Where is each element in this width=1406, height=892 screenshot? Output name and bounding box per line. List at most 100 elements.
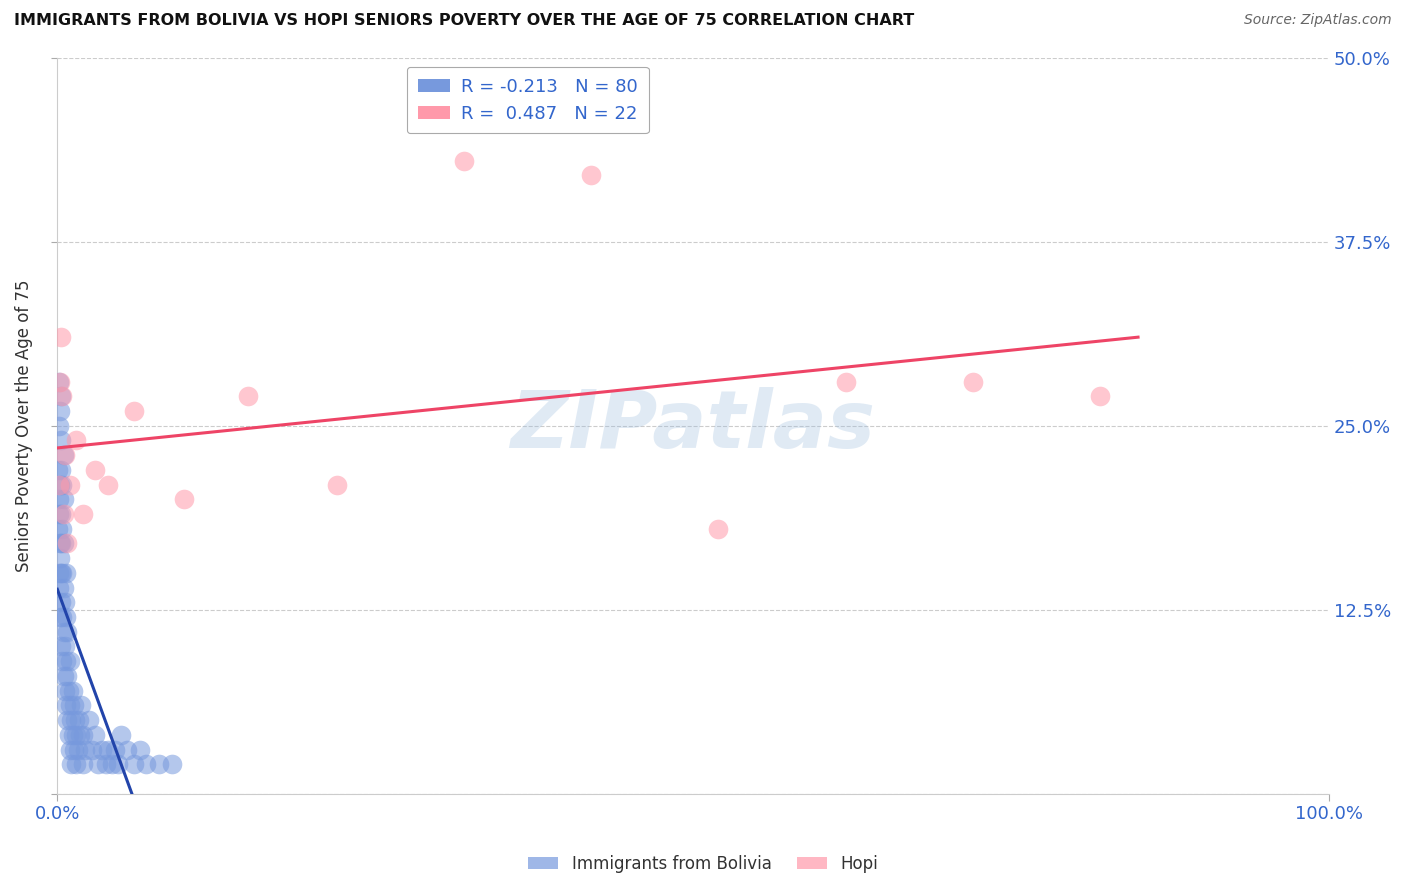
Point (66, 742, 89, 756)
Point (49, 566, 72, 580)
Point (62, 728, 84, 742)
Point (49, 404, 72, 418)
Point (707, 522, 730, 536)
Point (75, 742, 97, 756)
Point (49, 375, 72, 389)
Point (115, 742, 138, 756)
Point (110, 728, 132, 742)
Point (84, 463, 107, 477)
Point (160, 757, 183, 772)
Point (55, 610, 77, 624)
Point (1088, 389, 1111, 403)
Point (52, 492, 75, 507)
Point (55, 698, 77, 713)
Point (51, 654, 73, 668)
Point (101, 757, 124, 772)
Point (49, 330, 72, 344)
Point (55, 566, 77, 580)
Point (56, 669, 79, 683)
Point (65, 757, 87, 772)
Point (53, 448, 76, 462)
Point (46, 463, 69, 477)
Point (59, 742, 82, 756)
Point (129, 742, 152, 756)
Point (52, 669, 75, 683)
Point (56, 624, 79, 639)
Point (49, 610, 72, 624)
Point (56, 536, 79, 550)
Point (72, 757, 94, 772)
Point (48, 375, 70, 389)
Point (453, 153, 475, 168)
Point (65, 434, 87, 448)
Point (87, 757, 110, 772)
Point (49, 477, 72, 491)
Text: ZIPatlas: ZIPatlas (510, 386, 876, 465)
Point (60, 757, 83, 772)
Point (55, 654, 77, 668)
Point (65, 728, 87, 742)
Text: IMMIGRANTS FROM BOLIVIA VS HOPI SENIORS POVERTY OVER THE AGE OF 75 CORRELATION C: IMMIGRANTS FROM BOLIVIA VS HOPI SENIORS … (14, 13, 914, 29)
Point (90, 742, 112, 756)
Point (56, 713, 79, 727)
Point (962, 375, 984, 389)
Point (135, 757, 157, 772)
Point (51, 522, 73, 536)
Point (49, 463, 72, 477)
Point (60, 713, 83, 727)
Point (51, 566, 73, 580)
Point (59, 698, 82, 713)
Point (97, 477, 120, 491)
Point (49, 595, 72, 609)
Point (107, 757, 129, 772)
Point (67, 713, 90, 727)
Point (326, 477, 349, 491)
Point (49, 434, 72, 448)
Point (581, 169, 603, 183)
Point (52, 448, 75, 462)
Point (46, 522, 69, 536)
Point (72, 728, 94, 742)
Point (84, 728, 107, 742)
Point (62, 683, 84, 698)
Point (58, 728, 80, 742)
Point (48, 477, 70, 491)
Point (52, 581, 75, 595)
Point (122, 757, 145, 772)
Point (236, 389, 259, 403)
Point (52, 624, 75, 639)
Text: Source: ZipAtlas.com: Source: ZipAtlas.com (1244, 13, 1392, 28)
Point (103, 742, 125, 756)
Point (48, 507, 70, 521)
Point (49, 536, 72, 550)
Point (51, 610, 73, 624)
Point (49, 536, 72, 550)
Point (51, 389, 73, 403)
Point (52, 536, 75, 550)
Point (94, 757, 117, 772)
Point (834, 375, 856, 389)
Legend: Immigrants from Bolivia, Hopi: Immigrants from Bolivia, Hopi (522, 848, 884, 880)
Point (49, 507, 72, 521)
Point (72, 507, 94, 521)
Point (53, 595, 76, 609)
Point (122, 404, 145, 418)
Point (48, 566, 70, 580)
Point (97, 742, 120, 756)
Point (52, 507, 75, 521)
Point (53, 683, 76, 698)
Point (48, 581, 70, 595)
Point (59, 477, 82, 491)
Point (49, 551, 72, 566)
Point (59, 654, 82, 668)
Legend: R = -0.213   N = 80, R =  0.487   N = 22: R = -0.213 N = 80, R = 0.487 N = 22 (406, 67, 648, 134)
Point (53, 640, 76, 654)
Point (49, 389, 72, 403)
Point (70, 698, 93, 713)
Point (49, 640, 72, 654)
Point (148, 757, 170, 772)
Point (77, 713, 100, 727)
Point (63, 742, 86, 756)
Point (48, 418, 70, 433)
Point (51, 477, 73, 491)
